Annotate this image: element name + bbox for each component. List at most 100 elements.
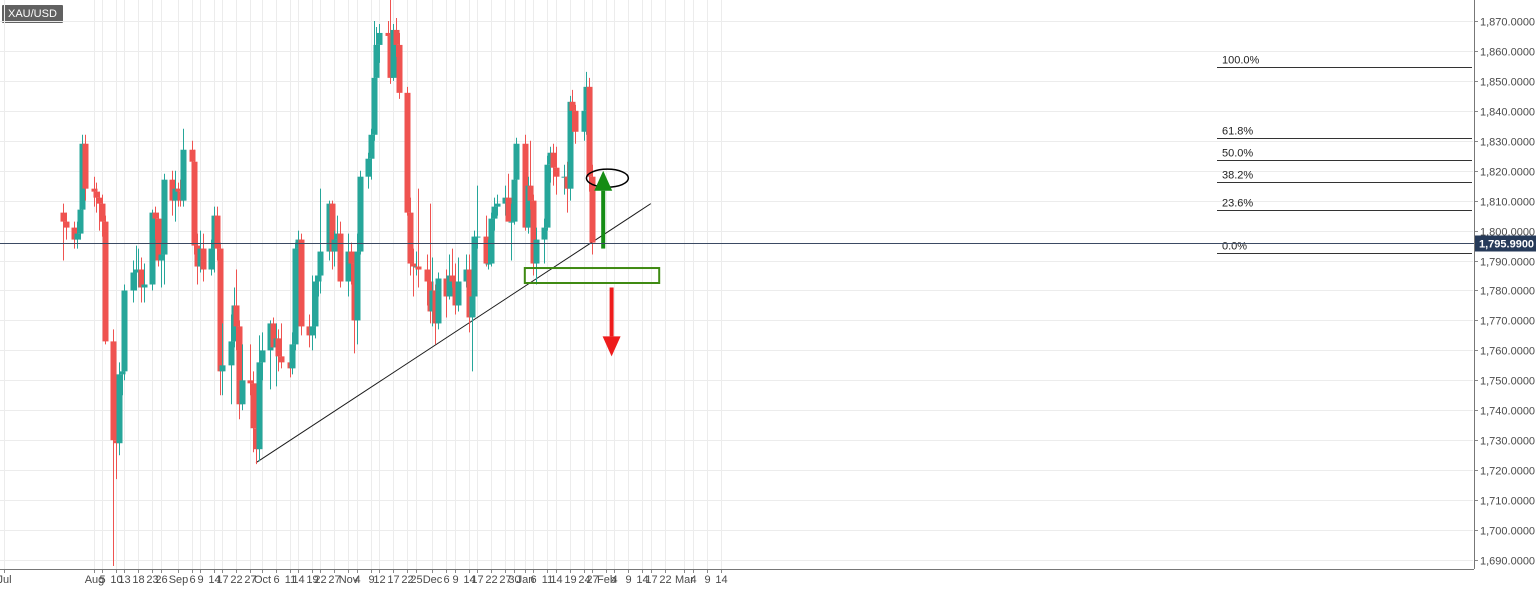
arrow-down[interactable] (602, 287, 621, 357)
x-tick-label: 17 (645, 574, 657, 586)
x-tick-label: 9 (625, 574, 631, 586)
fibonacci-retracement[interactable]: 0.0%23.6%38.2%50.0%61.8%100.0%138.2% (1217, 0, 1472, 254)
annotations[interactable] (523, 168, 661, 357)
candle (121, 284, 128, 381)
candle-body (586, 86, 593, 177)
x-tick-label: 27 (586, 574, 598, 586)
candle-body (247, 380, 254, 384)
candle (138, 257, 145, 303)
x-tick-label: 10 (110, 574, 122, 586)
x-tick-label: 6 (189, 574, 195, 586)
candle-body (155, 218, 162, 261)
candle (371, 20, 378, 141)
candle-body (589, 176, 596, 243)
candle-body (530, 200, 537, 264)
candle (275, 329, 282, 372)
candle (567, 95, 574, 201)
candle (337, 221, 344, 288)
candle (455, 257, 462, 312)
candle-body (309, 326, 316, 336)
candle (494, 194, 501, 216)
candle-body (102, 221, 109, 342)
candle-body (233, 305, 240, 327)
candle-body (331, 239, 338, 252)
trendline-segment[interactable] (255, 203, 652, 464)
x-tick-label: 6 (273, 574, 279, 586)
y-tick-label: 1,860.0000 (1480, 47, 1535, 59)
candle (533, 227, 540, 285)
candle-body (93, 191, 100, 198)
candle (110, 329, 117, 567)
candle (415, 188, 422, 288)
y-tick-label: 1,690.0000 (1480, 556, 1535, 568)
candle-body (373, 44, 380, 78)
candle-body (141, 284, 148, 288)
x-tick-label: 19 (306, 574, 318, 586)
x-tick-label: 14 (715, 574, 727, 586)
x-tick-label: Nov (339, 574, 359, 586)
x-tick-label: 11 (285, 574, 296, 586)
candle-body (424, 269, 431, 282)
candle-body (508, 221, 515, 223)
candle-body (371, 77, 378, 135)
candle-body (82, 143, 89, 189)
candle-body (491, 206, 498, 219)
y-tick-label: 1,770.0000 (1480, 316, 1535, 328)
x-tick-label: 22 (314, 574, 326, 586)
candle (93, 182, 100, 213)
candle (161, 173, 168, 285)
candle-body (239, 380, 246, 405)
candle-body (292, 248, 299, 345)
candle-body (365, 158, 372, 177)
candle-body (329, 203, 336, 252)
x-tick-label: Aug (85, 574, 105, 586)
x-tick-label: 9 (368, 574, 374, 586)
candle (572, 104, 579, 144)
arrow-down-head (602, 336, 621, 357)
support-zone-box[interactable] (523, 267, 661, 285)
candle-body (149, 212, 156, 285)
candle-body (541, 227, 548, 240)
candle-body (581, 110, 588, 132)
x-tick-label: 5 (99, 574, 105, 586)
candle-body (189, 149, 196, 162)
x-tick-label: 27 (499, 574, 511, 586)
candle (511, 176, 518, 225)
y-tick-label: 1,780.0000 (1480, 286, 1535, 298)
candle-body (474, 236, 481, 238)
candle-body (60, 212, 67, 222)
y-tick-label: 1,830.0000 (1480, 137, 1535, 149)
x-tick-label: 9 (452, 574, 458, 586)
x-tick-label: Jul (0, 574, 12, 586)
fib-level-label: 23.6% (1222, 198, 1253, 210)
candle (589, 164, 596, 255)
candle (91, 176, 98, 207)
candle-body (191, 161, 198, 246)
y-tick-label: 1,720.0000 (1480, 466, 1535, 478)
x-tick-label: 4 (690, 574, 696, 586)
arrow-up[interactable] (594, 170, 613, 249)
candle-body (553, 167, 560, 177)
candle (60, 203, 67, 261)
candle-body (228, 341, 235, 366)
candle (368, 128, 375, 180)
x-tick-label: 11 (542, 574, 553, 586)
x-tick-label: 4 (354, 574, 360, 586)
candle-body (116, 374, 123, 444)
candle-body (161, 179, 168, 255)
current-price: 1,795.9900 (0, 235, 1536, 252)
candle-body (91, 188, 98, 192)
y-axis: 1,690.0000 1,700.0000 1,710.0000 1,720.0000… (1474, 0, 1535, 569)
candle (449, 248, 456, 288)
arrow-up-shaft (601, 190, 606, 249)
candle-body (317, 251, 324, 276)
candle (259, 332, 266, 381)
candle (527, 140, 534, 210)
fib-level-label: 50.0% (1222, 148, 1253, 160)
candle (219, 323, 226, 396)
y-tick-label: 1,840.0000 (1480, 107, 1535, 119)
trendline[interactable] (255, 203, 652, 464)
candle-body (337, 233, 344, 282)
x-tick-label: 30 (508, 574, 520, 586)
